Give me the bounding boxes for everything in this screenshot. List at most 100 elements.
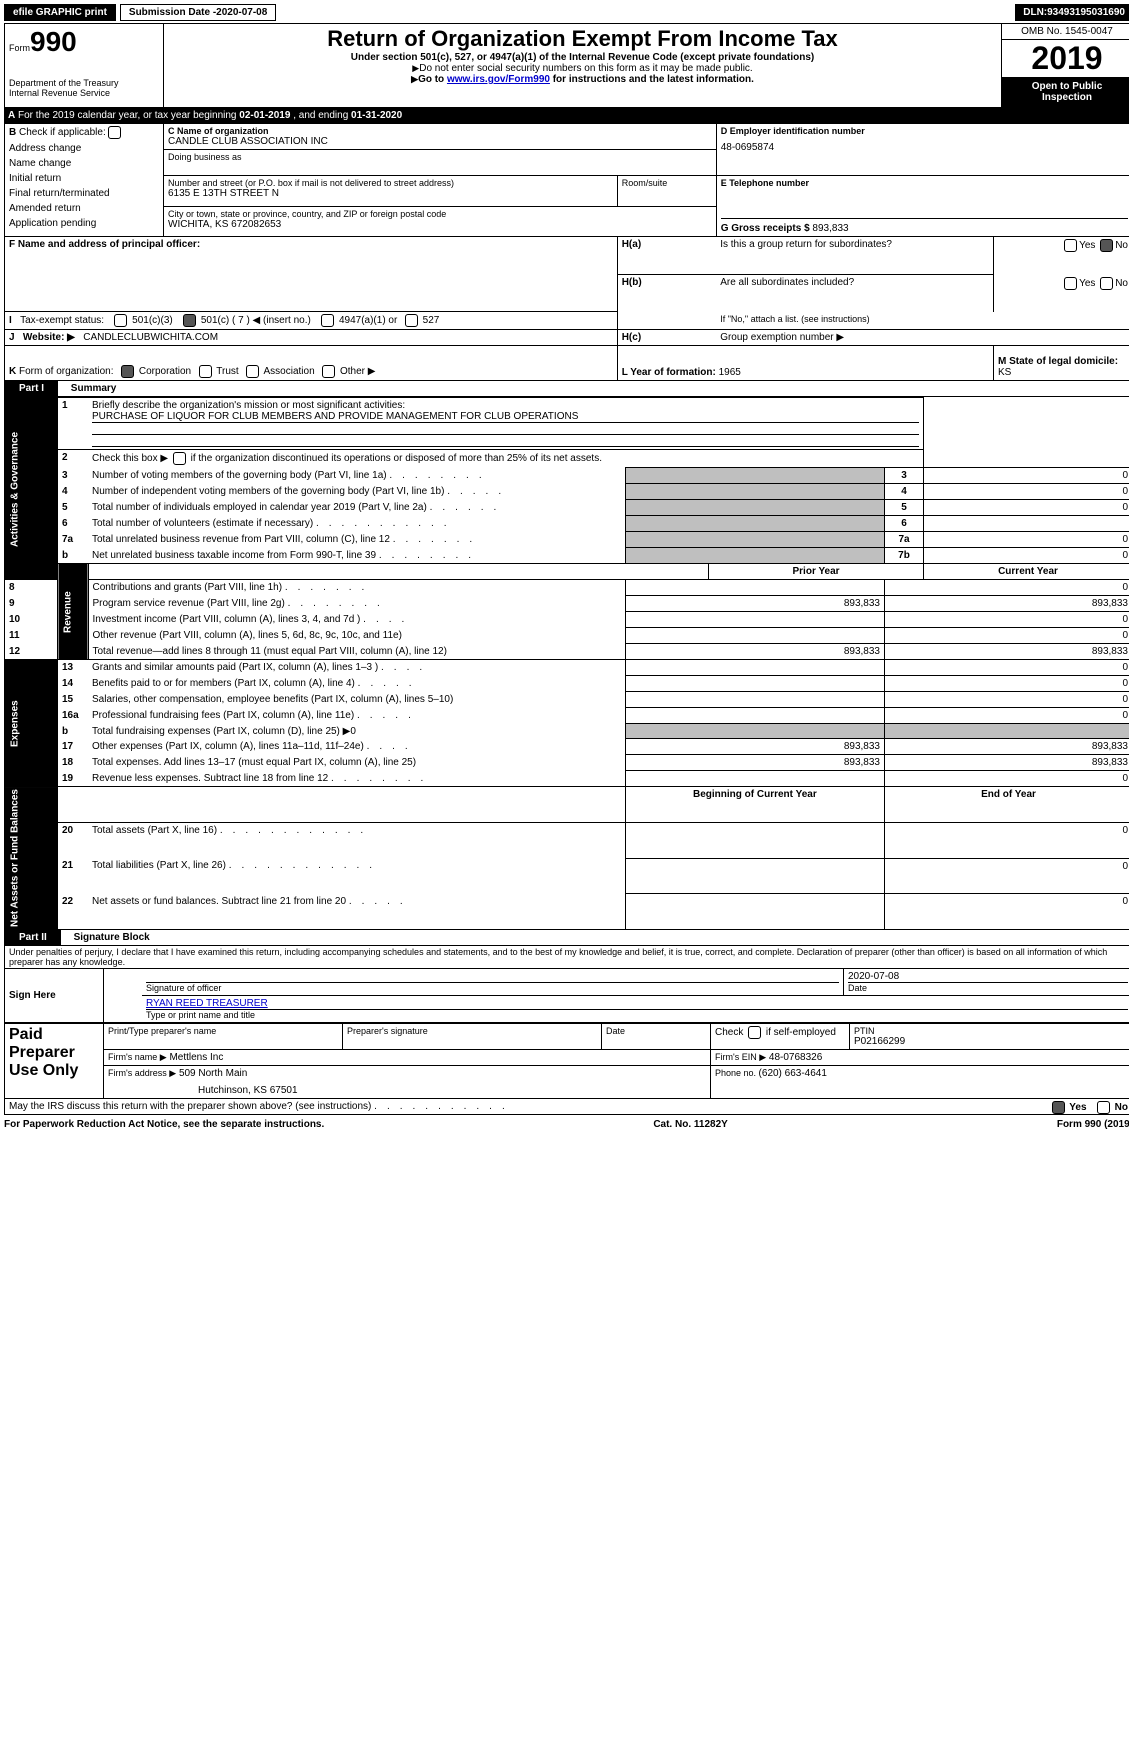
tab-net-assets: Net Assets or Fund Balances	[5, 787, 58, 930]
form990-link[interactable]: www.irs.gov/Form990	[447, 74, 550, 85]
signature-table: Sign Here Signature of officer 2020-07-0…	[4, 968, 1129, 1023]
omb-box: OMB No. 1545-0047	[1002, 24, 1129, 40]
may-irs-yes-check[interactable]	[1052, 1101, 1065, 1114]
tax-year: 2019	[1002, 40, 1129, 77]
preparer-table: Paid Preparer Use Only Print/Type prepar…	[4, 1023, 1129, 1099]
yes-label: Yes	[1079, 240, 1095, 251]
line-a: A For the 2019 calendar year, or tax yea…	[4, 108, 1129, 123]
form-label: Form990	[9, 43, 77, 54]
form-990-number: 990	[30, 26, 77, 57]
row8-py	[625, 580, 884, 596]
k-assoc-check[interactable]	[246, 365, 259, 378]
hb-no-check[interactable]	[1100, 277, 1113, 290]
year-formation: 1965	[719, 367, 741, 378]
row8-text: Contributions and grants (Part VIII, lin…	[93, 582, 283, 593]
submission-date-label: Submission Date -	[129, 7, 216, 18]
firm-addr1: 509 North Main	[179, 1068, 247, 1079]
row4-val: 0	[924, 484, 1129, 500]
ha-label: Is this a group return for subordinates?	[720, 239, 892, 250]
part1-title: Summary	[71, 383, 117, 394]
website: CANDLECLUBWICHITA.COM	[83, 332, 218, 343]
dba-label: Doing business as	[168, 152, 712, 162]
row10-py	[625, 612, 884, 628]
hb-note: If "No," attach a list. (see instruction…	[720, 314, 1128, 324]
no-label: No	[1115, 240, 1128, 251]
self-employed-check[interactable]	[748, 1026, 761, 1039]
b-pending: Application pending	[9, 218, 159, 229]
state-domicile: KS	[998, 367, 1011, 378]
q2-check[interactable]	[173, 452, 186, 465]
may-irs-no-check[interactable]	[1097, 1101, 1110, 1114]
officer-name-link[interactable]: RYAN REED TREASURER	[146, 998, 268, 1009]
i-label: Tax-exempt status:	[20, 315, 104, 326]
firm-name-label: Firm's name ▶	[108, 1052, 167, 1062]
g-label: G Gross receipts $	[721, 223, 813, 234]
row11-cy: 0	[885, 628, 1129, 644]
open-to-public: Open to Public Inspection	[1002, 77, 1129, 107]
part1-header: Part I Summary	[4, 381, 1129, 397]
check-applicable[interactable]	[108, 126, 121, 139]
row9-cy: 893,833	[885, 596, 1129, 612]
subtitle-goto: Go to www.irs.gov/Form990 for instructio…	[168, 74, 997, 85]
linea-pre: For the 2019 calendar year, or tax year …	[18, 110, 239, 121]
ha-yes-check[interactable]	[1064, 239, 1077, 252]
k-assoc: Association	[264, 366, 315, 377]
k-other: Other ▶	[340, 366, 375, 377]
b-name-change: Name change	[9, 158, 159, 169]
return-title: Return of Organization Exempt From Incom…	[168, 26, 997, 52]
row3-val: 0	[924, 468, 1129, 484]
row15-py	[625, 692, 884, 708]
k-corp-check[interactable]	[121, 365, 134, 378]
may-irs-text: May the IRS discuss this return with the…	[9, 1101, 371, 1112]
header-table: Form990 Department of the Treasury Inter…	[4, 23, 1129, 108]
b-final: Final return/terminated	[9, 188, 159, 199]
hb-yes-check[interactable]	[1064, 277, 1077, 290]
b-initial: Initial return	[9, 173, 159, 184]
row7b-num: 7b	[885, 548, 924, 564]
k-trust-check[interactable]	[199, 365, 212, 378]
row18-text: Total expenses. Add lines 13–17 (must eq…	[92, 757, 416, 768]
row14-py	[625, 676, 884, 692]
row5-val: 0	[924, 500, 1129, 516]
omb-label: OMB No.	[1021, 26, 1065, 37]
i-4947-check[interactable]	[321, 314, 334, 327]
row15-text: Salaries, other compensation, employee b…	[92, 694, 453, 705]
current-year-hdr: Current Year	[924, 564, 1129, 580]
tab-revenue: Revenue	[58, 564, 89, 660]
type-name-label: Type or print name and title	[146, 1010, 1128, 1020]
footer-center: Cat. No. 11282Y	[653, 1119, 727, 1130]
firm-addr2: Hutchinson, KS 67501	[198, 1085, 706, 1096]
row14-cy: 0	[885, 676, 1129, 692]
ein: 48-0695874	[721, 142, 1128, 153]
footer-right: Form 990 (2019)	[1057, 1119, 1129, 1130]
i-4947: 4947(a)(1) or	[339, 315, 397, 326]
i-501c3-check[interactable]	[114, 314, 127, 327]
part1-label: Part I	[5, 381, 58, 396]
omb-number: 1545-0047	[1065, 26, 1113, 37]
c-label: C Name of organization	[168, 126, 712, 136]
submission-date-value: 2020-07-08	[216, 7, 267, 18]
q2-text: Check this box ▶ if the organization dis…	[92, 453, 602, 464]
row16a-text: Professional fundraising fees (Part IX, …	[92, 710, 354, 721]
prep-name-label: Print/Type preparer's name	[108, 1026, 338, 1036]
i-527-check[interactable]	[405, 314, 418, 327]
entity-table: B Check if applicable: Address change Na…	[4, 123, 1129, 381]
room-label: Room/suite	[622, 178, 712, 188]
k-other-check[interactable]	[322, 365, 335, 378]
tab-expenses: Expenses	[5, 660, 58, 787]
ha-no-check[interactable]	[1100, 239, 1113, 252]
paid-preparer: Paid Preparer Use Only	[5, 1024, 104, 1099]
mission-text: PURCHASE OF LIQUOR FOR CLUB MEMBERS AND …	[92, 411, 919, 423]
dln-label: DLN:	[1023, 7, 1047, 18]
i-501c-check[interactable]	[183, 314, 196, 327]
firm-ein: 48-0768326	[769, 1052, 822, 1063]
row4-text: Number of independent voting members of …	[92, 486, 444, 497]
row14-text: Benefits paid to or for members (Part IX…	[92, 678, 355, 689]
row9-text: Program service revenue (Part VIII, line…	[93, 598, 285, 609]
row12-text: Total revenue—add lines 8 through 11 (mu…	[93, 646, 447, 657]
date-label: Date	[848, 983, 1128, 993]
row13-py	[625, 660, 884, 676]
form-prefix: Form	[9, 43, 30, 53]
tab-activities-governance: Activities & Governance	[5, 398, 58, 580]
prior-year-hdr: Prior Year	[709, 564, 924, 580]
